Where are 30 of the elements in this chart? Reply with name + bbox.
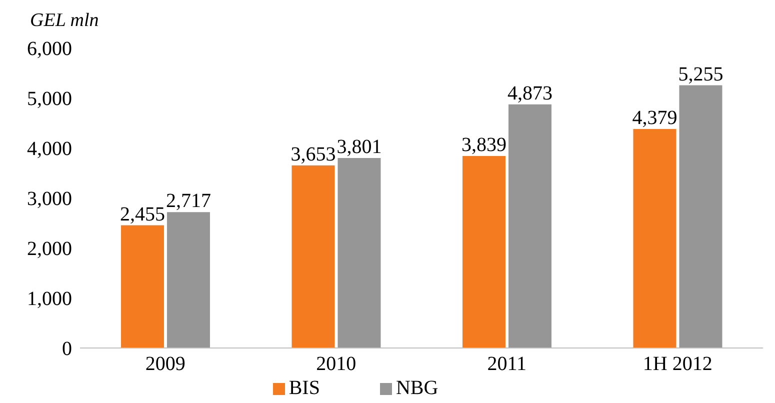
y-tick-label: 5,000 xyxy=(27,88,72,110)
bar xyxy=(120,225,164,348)
x-tick-label: 2010 xyxy=(316,353,356,376)
data-label: 3,839 xyxy=(461,134,506,156)
y-axis-title: GEL mln xyxy=(30,10,99,32)
data-label: 3,653 xyxy=(290,143,336,166)
data-label: 4,379 xyxy=(632,107,678,130)
bar xyxy=(633,129,676,348)
data-label: 5,255 xyxy=(678,63,724,86)
bar xyxy=(679,85,722,348)
y-tick-label: 4,000 xyxy=(27,138,72,160)
bar xyxy=(338,158,381,348)
y-tick-label: 0 xyxy=(62,338,72,360)
y-tick-label: 6,000 xyxy=(27,38,72,60)
y-tick-label: 2,000 xyxy=(27,238,72,260)
bar xyxy=(508,104,552,348)
y-tick-label: 3,000 xyxy=(27,188,72,210)
x-tick-label: 2011 xyxy=(487,353,527,376)
data-label: 2,717 xyxy=(166,190,211,212)
data-label: 3,801 xyxy=(336,136,382,158)
x-tick-label: 2009 xyxy=(145,353,186,376)
data-label: 2,455 xyxy=(120,203,165,226)
bar xyxy=(462,156,506,348)
x-tick-label: 1H 2012 xyxy=(642,353,712,376)
bar xyxy=(166,212,210,348)
data-label: 4,873 xyxy=(507,82,552,104)
legend-label: NBG xyxy=(396,377,438,399)
bar xyxy=(292,165,335,348)
legend-label: BIS xyxy=(288,377,320,399)
y-tick-label: 1,000 xyxy=(27,288,72,310)
